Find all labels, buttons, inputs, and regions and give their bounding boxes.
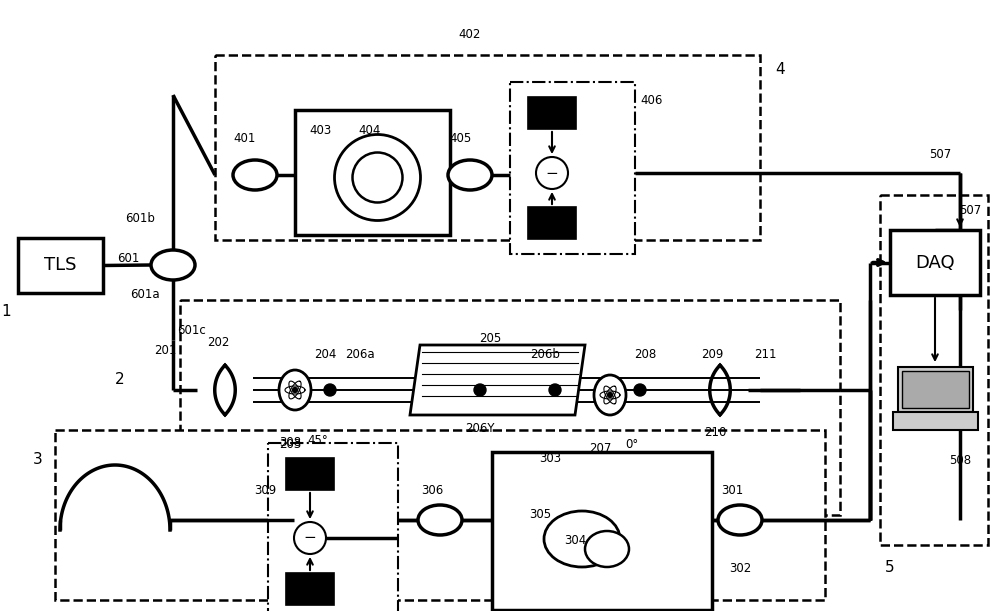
Ellipse shape bbox=[536, 157, 568, 189]
Text: 1: 1 bbox=[1, 304, 11, 318]
Text: 507: 507 bbox=[929, 148, 951, 161]
Text: 401: 401 bbox=[234, 131, 256, 144]
Text: 205: 205 bbox=[479, 332, 501, 345]
Text: 301: 301 bbox=[721, 483, 743, 497]
Text: 204: 204 bbox=[314, 348, 336, 362]
Text: 206Y: 206Y bbox=[465, 422, 495, 434]
Text: 206b: 206b bbox=[530, 348, 560, 362]
Text: 202: 202 bbox=[207, 335, 229, 348]
Bar bbox=[893, 412, 978, 430]
Bar bbox=[286, 573, 334, 605]
Bar bbox=[510, 82, 635, 254]
Bar bbox=[55, 430, 825, 600]
Text: 45°: 45° bbox=[308, 433, 328, 447]
Text: −: − bbox=[546, 166, 558, 180]
Bar bbox=[890, 230, 980, 295]
Text: 4: 4 bbox=[775, 62, 785, 78]
Text: 5: 5 bbox=[885, 560, 895, 574]
Text: 209: 209 bbox=[701, 348, 723, 362]
Text: 508: 508 bbox=[949, 453, 971, 467]
Ellipse shape bbox=[634, 384, 646, 396]
Ellipse shape bbox=[334, 134, 420, 221]
Text: 206a: 206a bbox=[345, 348, 375, 362]
Text: 3: 3 bbox=[33, 453, 43, 467]
Ellipse shape bbox=[418, 505, 462, 535]
Text: 2: 2 bbox=[115, 373, 125, 387]
Bar bbox=[898, 367, 972, 412]
Text: 405: 405 bbox=[449, 131, 471, 144]
Text: 303: 303 bbox=[539, 452, 561, 464]
Ellipse shape bbox=[594, 375, 626, 415]
Ellipse shape bbox=[585, 531, 629, 567]
Ellipse shape bbox=[151, 250, 195, 280]
Ellipse shape bbox=[448, 160, 492, 190]
Text: 304: 304 bbox=[564, 533, 586, 546]
Text: TLS: TLS bbox=[44, 257, 77, 274]
Bar bbox=[268, 443, 398, 611]
Bar bbox=[492, 452, 712, 610]
Text: 406: 406 bbox=[640, 93, 662, 106]
Text: 210: 210 bbox=[704, 426, 726, 439]
Bar bbox=[295, 110, 450, 235]
Ellipse shape bbox=[718, 505, 762, 535]
Text: 507: 507 bbox=[959, 203, 981, 216]
Ellipse shape bbox=[292, 387, 298, 392]
Ellipse shape bbox=[544, 511, 620, 567]
Text: 309: 309 bbox=[254, 483, 276, 497]
Text: 305: 305 bbox=[529, 508, 551, 522]
Bar bbox=[880, 195, 988, 545]
Ellipse shape bbox=[294, 522, 326, 554]
Ellipse shape bbox=[608, 392, 612, 398]
Bar bbox=[528, 97, 576, 129]
Text: 306: 306 bbox=[421, 483, 443, 497]
Text: 601a: 601a bbox=[130, 288, 160, 301]
Ellipse shape bbox=[549, 384, 561, 396]
Bar bbox=[286, 458, 334, 490]
Text: 208: 208 bbox=[634, 348, 656, 362]
Text: 201: 201 bbox=[154, 343, 176, 356]
Ellipse shape bbox=[279, 370, 311, 410]
Ellipse shape bbox=[324, 384, 336, 396]
Ellipse shape bbox=[233, 160, 277, 190]
Text: 0°: 0° bbox=[625, 437, 639, 450]
Bar bbox=[18, 238, 103, 293]
Ellipse shape bbox=[352, 153, 402, 202]
Bar bbox=[902, 371, 968, 408]
Text: 404: 404 bbox=[359, 123, 381, 136]
Polygon shape bbox=[410, 345, 585, 415]
Bar bbox=[215, 55, 760, 240]
Bar bbox=[528, 207, 576, 239]
Bar bbox=[180, 300, 840, 515]
Text: 207: 207 bbox=[589, 442, 611, 455]
Text: −: − bbox=[304, 530, 316, 546]
Ellipse shape bbox=[474, 384, 486, 396]
Text: 203: 203 bbox=[279, 439, 301, 452]
Text: 403: 403 bbox=[309, 123, 331, 136]
Text: 601: 601 bbox=[117, 252, 139, 265]
Text: 308: 308 bbox=[279, 436, 301, 450]
Text: 302: 302 bbox=[729, 562, 751, 574]
Text: 402: 402 bbox=[459, 29, 481, 42]
Text: 601c: 601c bbox=[178, 323, 206, 337]
Text: DAQ: DAQ bbox=[915, 254, 955, 271]
Text: 211: 211 bbox=[754, 348, 776, 362]
Text: 601b: 601b bbox=[125, 211, 155, 224]
